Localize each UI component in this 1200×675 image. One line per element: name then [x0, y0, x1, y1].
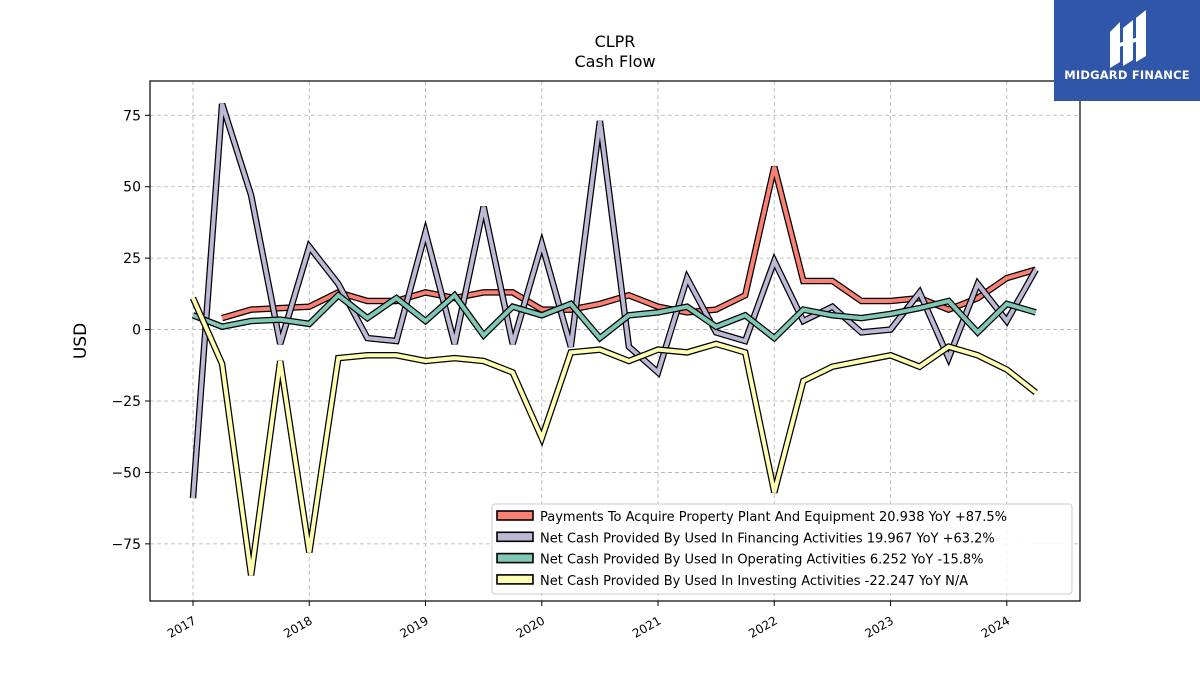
y-tick-label: 50 — [123, 180, 141, 196]
y-tick-label: 75 — [123, 108, 141, 124]
x-tick-label: 2022 — [746, 613, 779, 640]
chart-title: CLPR — [595, 32, 636, 51]
y-tick-label: 25 — [123, 251, 141, 267]
y-axis-ticks: 75 50 25 0 −25 −50 −75 — [111, 108, 150, 553]
x-tick-label: 2020 — [514, 613, 547, 640]
legend-swatch — [496, 574, 534, 585]
y-tick-label: −25 — [111, 394, 141, 410]
x-tick-label: 2019 — [398, 613, 431, 640]
series-line-3 — [191, 290, 1037, 343]
legend-swatch — [496, 510, 534, 521]
x-tick-label: 2021 — [630, 613, 663, 640]
x-tick-label: 2018 — [281, 613, 314, 640]
plot-area-frame — [149, 80, 1081, 602]
legend-box — [491, 503, 1073, 595]
x-tick-label: 2017 — [165, 613, 198, 640]
y-tick-label: 0 — [132, 323, 141, 339]
y-axis-label: USD — [71, 323, 91, 359]
y-tick-label: −75 — [111, 537, 141, 553]
series-line-1 — [221, 165, 1037, 322]
legend-swatch — [496, 531, 534, 543]
legend-label: Payments To Acquire Property Plant And E… — [540, 510, 1007, 525]
series-lines — [189, 102, 1039, 576]
midgard-finance-logo: MIDGARD FINANCE — [1054, 0, 1200, 101]
legend-label: Net Cash Provided By Used In Financing A… — [540, 531, 995, 546]
legend: Payments To Acquire Property Plant And E… — [491, 503, 1073, 595]
x-axis-ticks: 2017 2018 2019 2020 2021 2022 2023 2024 — [165, 601, 1012, 641]
legend-label: Net Cash Provided By Used In Operating A… — [540, 553, 983, 568]
series-line-4 — [190, 296, 1038, 576]
y-tick-label: −50 — [111, 465, 141, 481]
logo-text: MIDGARD FINANCE — [1064, 68, 1190, 82]
chart-subtitle: Cash Flow — [574, 52, 655, 71]
legend-swatch — [496, 552, 534, 564]
x-tick-label: 2024 — [979, 613, 1012, 640]
legend-label: Net Cash Provided By Used In Investing A… — [540, 574, 968, 589]
logo-mark-icon — [1110, 10, 1146, 68]
x-tick-label: 2023 — [863, 613, 896, 640]
series-line-2 — [189, 102, 1039, 499]
